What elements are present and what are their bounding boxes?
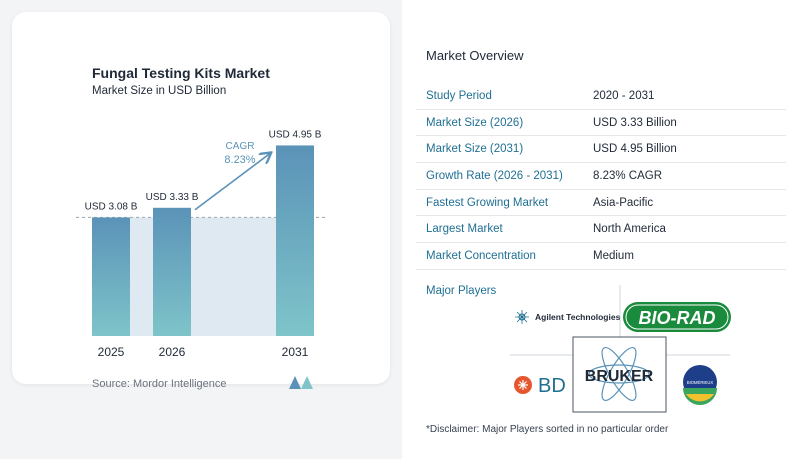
player-name-agilent: Agilent Technologies: [535, 312, 621, 322]
player-name-biomerieux: BIOMÉRIEUX: [687, 380, 713, 385]
cagr-arrow: [194, 153, 270, 211]
bar-2026: [153, 207, 191, 336]
market-overview-panel: Market Overview Study Period 2020 - 2031 M…: [402, 0, 800, 459]
player-name-bruker: BRUKER: [585, 368, 654, 385]
data-label-2025: USD 3.08 B: [85, 201, 138, 212]
biomerieux-logo: BIOMÉRIEUX: [683, 365, 717, 405]
overview-key: Market Size (2026): [426, 116, 524, 129]
cagr-label: CAGR: [226, 141, 255, 152]
overview-value: USD 3.33 Billion: [593, 116, 677, 129]
bar-2031: [276, 145, 314, 336]
overview-table: Study Period 2020 - 2031 Market Size (2026…: [416, 83, 786, 270]
overview-key: Study Period: [426, 89, 492, 102]
data-label-2026: USD 3.33 B: [146, 192, 199, 203]
overview-value: Medium: [593, 249, 634, 262]
chart-card: Fungal Testing Kits Market Market Size i…: [12, 12, 390, 390]
agilent-logo: Agilent Technologies: [515, 310, 621, 324]
player-name-biorad: BIO-RAD: [639, 308, 716, 328]
reference-region: [130, 217, 276, 336]
cagr-value: 8.23%: [224, 154, 255, 166]
disclaimer: *Disclaimer: Major Players sorted in no …: [426, 424, 669, 435]
overview-key: Market Concentration: [426, 249, 536, 262]
overview-row: Study Period 2020 - 2031: [416, 83, 786, 110]
overview-row: Largest Market North America: [416, 216, 786, 244]
overview-key: Largest Market: [426, 223, 503, 236]
player-name-bd: BD: [538, 375, 566, 397]
overview-row: Market Size (2026) USD 3.33 Billion: [416, 110, 786, 137]
overview-value: USD 4.95 Billion: [593, 143, 677, 156]
overview-title: Market Overview: [426, 48, 524, 63]
overview-key: Market Size (2031): [426, 143, 524, 156]
overview-value: 8.23% CAGR: [593, 169, 663, 182]
bd-logo: BD: [514, 375, 566, 397]
overview-row: Fastest Growing Market Asia-Pacific: [416, 190, 786, 217]
x-tick-2026: 2026: [159, 345, 186, 359]
major-players-title: Major Players: [426, 285, 497, 297]
mordor-logo-icon: [289, 376, 313, 389]
biorad-logo: BIO-RAD: [623, 302, 731, 332]
chart-subtitle: Market Size in USD Billion: [92, 85, 227, 97]
x-tick-2031: 2031: [282, 345, 309, 359]
bar-chart: USD 3.08 B 2025 USD 3.33 B 2026 USD 4.95 B 20…: [76, 129, 328, 359]
major-players-logos: Agilent Technologies BIO-RAD BD BRUKER B…: [510, 285, 731, 413]
overview-value: Asia-Pacific: [593, 196, 654, 209]
source-note: Source: Mordor Intelligence: [92, 378, 227, 390]
x-tick-2025: 2025: [98, 345, 125, 359]
overview-row: Growth Rate (2026 - 2031) 8.23% CAGR: [416, 163, 786, 190]
chart-title: Fungal Testing Kits Market: [92, 65, 270, 81]
overview-row: Market Size (2031) USD 4.95 Billion: [416, 136, 786, 164]
overview-row: Market Concentration Medium: [416, 243, 786, 270]
data-label-2031: USD 4.95 B: [269, 129, 322, 140]
overview-value: 2020 - 2031: [593, 89, 655, 102]
bruker-logo: BRUKER: [585, 347, 654, 401]
overview-key: Growth Rate (2026 - 2031): [426, 169, 563, 182]
overview-value: North America: [593, 223, 666, 236]
bar-2025: [92, 217, 130, 336]
overview-key: Fastest Growing Market: [426, 196, 549, 209]
